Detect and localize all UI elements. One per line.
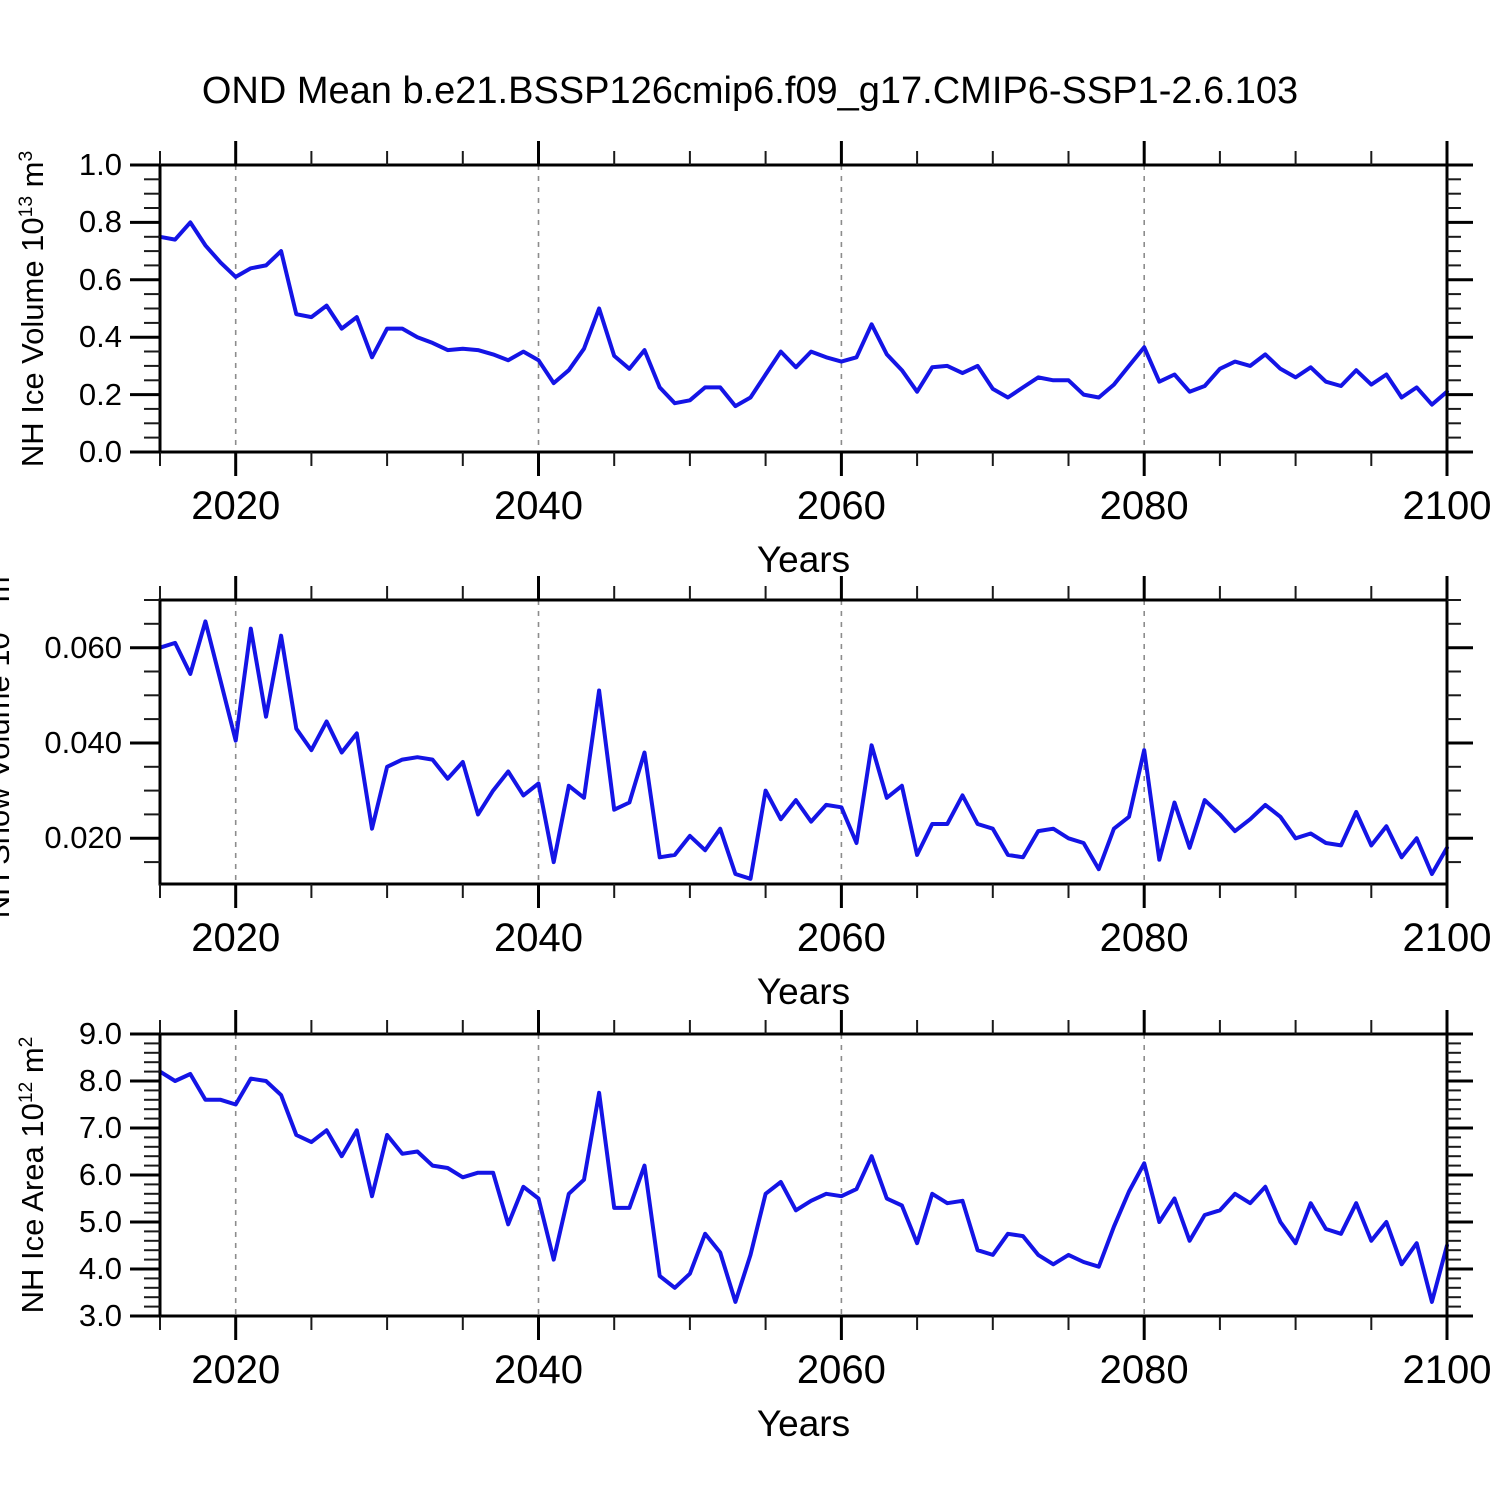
ytick-label-nh-ice-volume-0.8: 0.8	[78, 204, 122, 240]
panel-frame	[158, 1032, 1449, 1318]
ylabel-exponent: 12	[16, 1081, 38, 1104]
ytick-label-nh-snow-volume-0.020: 0.020	[44, 820, 122, 856]
y-axis-ticks	[130, 163, 1473, 454]
y-axis-ticks	[130, 599, 1473, 864]
ytick-label-nh-ice-area-8.0: 8.0	[78, 1063, 122, 1098]
xtick-label-2080: 2080	[1099, 484, 1189, 528]
ytick-label-nh-ice-volume-0.0: 0.0	[78, 434, 122, 469]
xtick-label-2020: 2020	[191, 1348, 281, 1392]
xtick-label-2060: 2060	[796, 1348, 886, 1392]
ylabel-unit-exponent: 3	[16, 150, 38, 162]
series-line-nh-snow-volume	[158, 619, 1449, 881]
ytick-label-nh-ice-volume-0.2: 0.2	[78, 376, 122, 412]
ylabel-unit-exponent: 3	[0, 566, 3, 577]
series-line-nh-ice-area	[158, 1069, 1449, 1304]
xtick-label-2020: 2020	[191, 484, 281, 528]
xtick-label-2060: 2060	[796, 484, 886, 528]
ytick-label-nh-snow-volume-0.060: 0.060	[44, 629, 122, 665]
ytick-label-nh-snow-volume-0.040: 0.040	[44, 724, 122, 760]
ytick-label-nh-ice-area-7.0: 7.0	[78, 1110, 122, 1145]
xtick-label-2100: 2100	[1402, 484, 1492, 528]
x-axis-ticks	[159, 141, 1449, 476]
x-axis-title: Years	[756, 539, 851, 580]
xtick-label-2100: 2100	[1402, 1348, 1492, 1392]
ytick-label-nh-ice-area-6.0: 6.0	[78, 1157, 122, 1192]
ytick-label-nh-ice-area-3.0: 3.0	[78, 1298, 122, 1333]
ytick-label-nh-ice-area-9.0: 9.0	[78, 1016, 122, 1051]
series-line-nh-ice-volume	[158, 220, 1449, 409]
ylabel-exponent: 13	[0, 610, 4, 633]
x-axis-title: Years	[756, 1403, 851, 1444]
x-axis-ticks	[159, 1010, 1449, 1340]
y-axis-title-nh-ice-volume: NH Ice Volume 1013 m3	[14, 150, 50, 467]
panel-frame	[158, 163, 1449, 454]
panel-frame	[158, 598, 1449, 886]
y-axis-title-nh-ice-area: NH Ice Area 1012 m2	[14, 1036, 50, 1314]
panel-nh-snow-volume	[130, 576, 1473, 908]
ytick-label-nh-ice-volume-1.0: 1.0	[78, 147, 122, 182]
xtick-label-2080: 2080	[1099, 1348, 1189, 1392]
xtick-label-2080: 2080	[1099, 916, 1189, 960]
ytick-label-nh-ice-area-4.0: 4.0	[78, 1251, 122, 1286]
x-axis-ticks	[159, 576, 1449, 908]
xtick-label-2040: 2040	[494, 916, 583, 960]
y-axis-title-nh-snow-volume: NH Snow Volume 1013 m3	[0, 566, 16, 919]
xtick-label-2060: 2060	[796, 916, 886, 960]
ytick-label-nh-ice-area-5.0: 5.0	[78, 1204, 122, 1239]
ylabel-exponent: 13	[16, 195, 38, 217]
xtick-label-2020: 2020	[191, 916, 281, 960]
panel-nh-ice-volume	[130, 141, 1473, 476]
xtick-label-2100: 2100	[1402, 916, 1492, 960]
x-axis-title: Years	[756, 971, 851, 1012]
chart-title: OND Mean b.e21.BSSP126cmip6.f09_g17.CMIP…	[201, 70, 1299, 112]
xtick-label-2040: 2040	[494, 484, 583, 528]
y-axis-ticks	[130, 1032, 1473, 1318]
ytick-label-nh-ice-volume-0.4: 0.4	[78, 319, 122, 355]
ytick-label-nh-ice-volume-0.6: 0.6	[78, 261, 122, 297]
ylabel-unit-exponent: 2	[16, 1036, 38, 1048]
panel-nh-ice-area	[130, 1010, 1473, 1340]
xtick-label-2040: 2040	[494, 1348, 583, 1392]
